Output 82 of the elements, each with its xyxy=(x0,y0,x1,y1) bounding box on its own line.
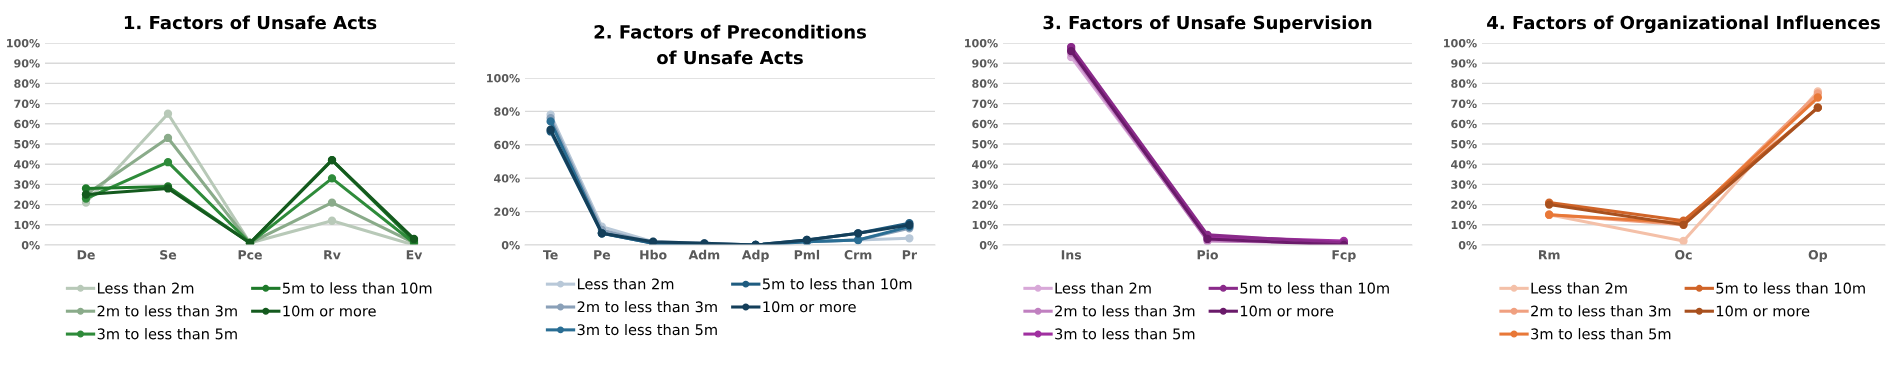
y-tick-label: 10% xyxy=(1451,220,1477,230)
x-tick-label: Pio xyxy=(1197,249,1218,260)
y-tick-label: 10% xyxy=(14,220,40,230)
y-tick-label: 100% xyxy=(1444,38,1477,48)
legend-label: 5m to less than 10m xyxy=(1716,282,1865,294)
y-tick-label: 40% xyxy=(1451,160,1477,169)
y-tick-label: 0% xyxy=(21,240,40,250)
x-tick-label: Oc xyxy=(1675,250,1692,260)
x-tick-label: Te xyxy=(543,250,558,260)
legend-label: 10m or more xyxy=(1716,305,1810,317)
y-tick-label: 20% xyxy=(14,200,40,209)
legend-label: 3m to less than 5m xyxy=(97,328,237,340)
chart-title: 2. Factors of Preconditions of Unsafe Acts xyxy=(594,24,866,65)
legend-label: 2m to less than 3m xyxy=(1055,305,1195,317)
y-tick-label: 40% xyxy=(494,174,520,183)
chart-title: 3. Factors of Unsafe Supervision xyxy=(1043,15,1372,33)
chart-title: 4. Factors of Organizational Influences xyxy=(1487,15,1880,34)
y-tick-label: 70% xyxy=(972,99,998,108)
x-tick-label: Adm xyxy=(688,249,720,260)
y-tick-label: 70% xyxy=(1451,99,1477,108)
y-tick-label: 0% xyxy=(1458,240,1477,250)
y-tick-label: 10% xyxy=(972,220,998,230)
legend-label: 2m to less than 3m xyxy=(577,301,717,313)
x-tick-label: Pce xyxy=(238,250,262,260)
x-tick-label: De xyxy=(77,250,95,260)
legend-label: Less than 2m xyxy=(578,278,674,290)
y-tick-label: 90% xyxy=(1451,59,1477,68)
x-tick-label: Crm xyxy=(844,250,872,260)
x-tick-label: Fcp xyxy=(1332,250,1356,262)
y-tick-label: 60% xyxy=(972,119,998,129)
y-tick-label: 0% xyxy=(979,240,998,250)
y-tick-label: 20% xyxy=(1451,200,1477,209)
y-tick-label: 20% xyxy=(494,207,520,216)
y-tick-label: 60% xyxy=(14,119,40,129)
y-tick-label: 70% xyxy=(14,99,40,108)
y-tick-label: 80% xyxy=(494,107,520,116)
legend-label: 10m or more xyxy=(763,301,856,313)
x-tick-label: Rm xyxy=(1538,250,1560,260)
y-tick-label: 90% xyxy=(972,59,998,68)
x-tick-label: Pml xyxy=(794,249,820,260)
x-tick-label: Ins xyxy=(1061,250,1082,260)
legend-label: 2m to less than 3m xyxy=(1531,305,1671,317)
x-tick-label: Se xyxy=(160,250,177,260)
y-tick-label: 30% xyxy=(14,180,40,189)
x-tick-label: Hbo xyxy=(640,249,667,260)
x-tick-label: Pe xyxy=(594,250,611,260)
legend-label: Less than 2m xyxy=(1531,282,1627,294)
legend-label: 2m to less than 3m xyxy=(97,305,237,317)
y-tick-label: 80% xyxy=(1451,79,1477,88)
y-tick-label: 100% xyxy=(7,38,40,48)
legend-label: 5m to less than 10m xyxy=(1240,282,1389,294)
y-tick-label: 50% xyxy=(972,139,998,149)
x-tick-label: Pr xyxy=(902,250,917,260)
x-tick-label: Ev xyxy=(406,250,423,260)
y-tick-label: 60% xyxy=(1451,119,1477,129)
x-tick-label: Adp xyxy=(741,249,769,262)
y-tick-label: 80% xyxy=(972,79,998,88)
legend-label: 3m to less than 5m xyxy=(1531,328,1671,340)
legend-label: 3m to less than 5m xyxy=(1055,328,1195,340)
y-tick-label: 30% xyxy=(1451,180,1477,189)
legend-label: Less than 2m xyxy=(1055,282,1151,294)
chart-title: 1. Factors of Unsafe Acts xyxy=(124,15,377,30)
y-tick-label: 50% xyxy=(1451,139,1477,149)
legend-label: 5m to less than 10m xyxy=(282,282,432,294)
x-tick-label: Op xyxy=(1808,250,1828,262)
y-tick-label: 20% xyxy=(972,200,998,209)
legend-label: 10m or more xyxy=(1240,305,1334,317)
y-tick-label: 40% xyxy=(972,160,998,169)
legend-label: 10m or more xyxy=(283,305,376,317)
x-tick-label: Rv xyxy=(324,250,341,260)
y-tick-label: 90% xyxy=(14,59,40,68)
y-tick-label: 100% xyxy=(487,73,520,83)
y-tick-label: 40% xyxy=(14,160,40,169)
y-tick-label: 80% xyxy=(14,79,40,88)
y-tick-label: 0% xyxy=(501,240,520,250)
y-tick-label: 50% xyxy=(14,139,40,149)
legend-label: 3m to less than 5m xyxy=(577,323,717,336)
y-tick-label: 60% xyxy=(494,140,520,150)
legend-label: 5m to less than 10m xyxy=(762,278,912,290)
y-tick-label: 30% xyxy=(972,180,998,189)
legend-label: Less than 2m xyxy=(98,282,194,294)
y-tick-label: 100% xyxy=(965,38,998,48)
